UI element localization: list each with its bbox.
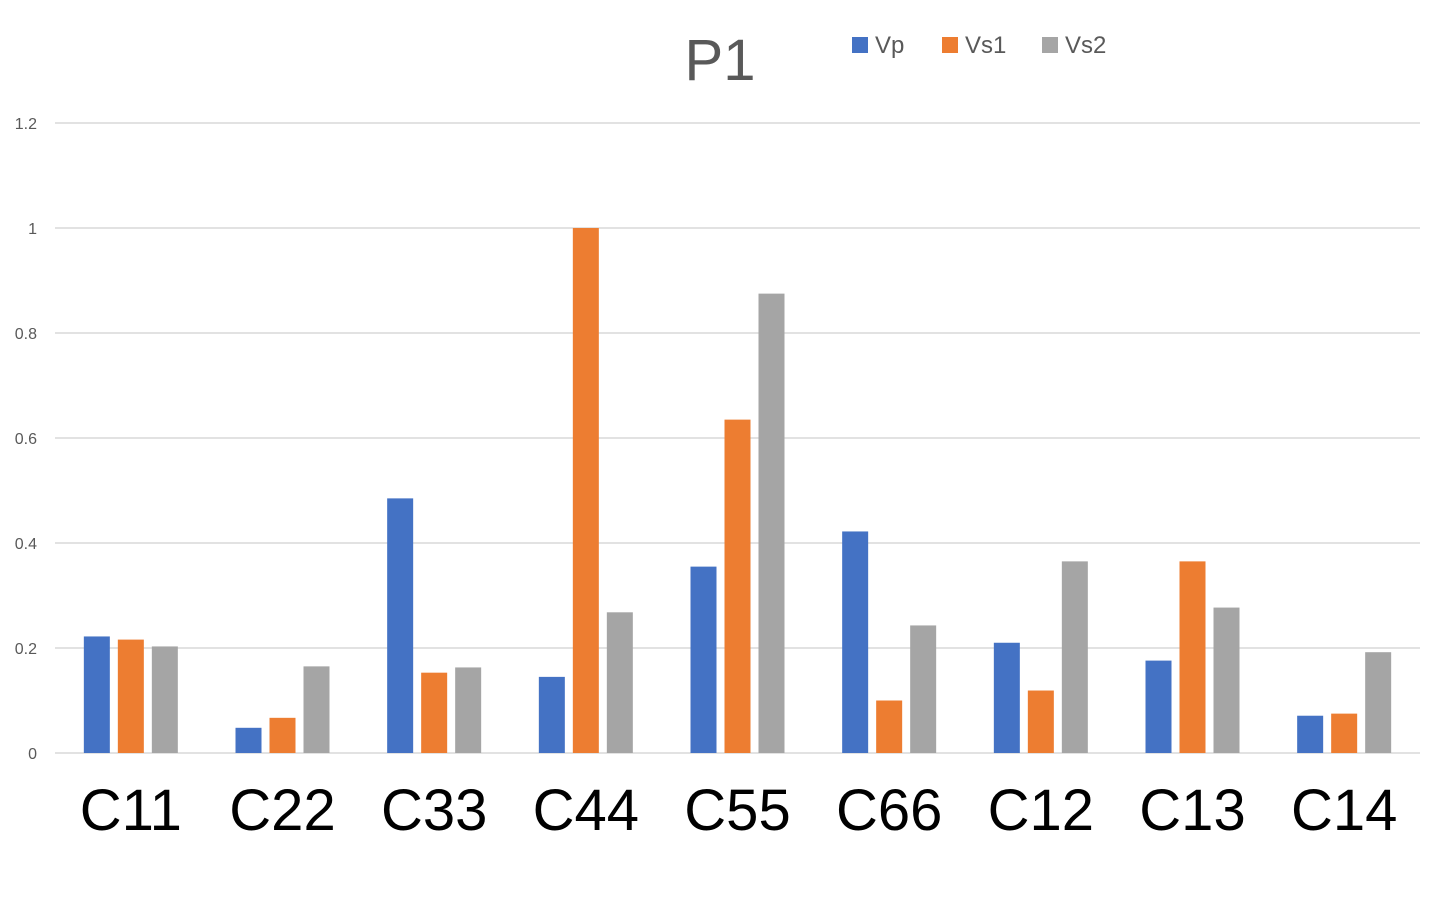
bar-vp-c11 xyxy=(83,636,110,753)
bar-vs2-c13 xyxy=(1213,607,1240,753)
x-tick-label: C13 xyxy=(1139,778,1245,843)
bar-vs2-c55 xyxy=(758,293,785,753)
x-tick-label: C55 xyxy=(684,778,790,843)
bar-vs2-c44 xyxy=(606,612,633,753)
bars xyxy=(83,228,1392,753)
bar-vs2-c11 xyxy=(151,646,178,753)
bar-vp-c55 xyxy=(690,566,717,753)
x-tick-label: C11 xyxy=(80,778,182,843)
bar-vs2-c22 xyxy=(303,666,330,753)
bar-vp-c13 xyxy=(1145,660,1172,753)
y-tick-label: 0.2 xyxy=(15,641,37,658)
bar-vp-c12 xyxy=(993,642,1020,753)
bar-vs1-c44 xyxy=(572,228,599,753)
bar-vs1-c22 xyxy=(269,717,296,753)
bar-vs2-c66 xyxy=(910,625,937,753)
bar-vp-c44 xyxy=(538,676,565,753)
bar-vs1-c55 xyxy=(724,419,751,753)
legend-swatch-vs2 xyxy=(1042,37,1058,53)
y-tick-label: 1 xyxy=(28,221,37,238)
x-tick-label: C33 xyxy=(381,778,487,843)
bar-vs1-c33 xyxy=(421,672,448,753)
bar-vs2-c14 xyxy=(1365,652,1392,753)
legend-label-vs2: Vs2 xyxy=(1065,32,1106,59)
bar-vs2-c12 xyxy=(1061,561,1088,753)
bar-vs1-c14 xyxy=(1331,713,1358,753)
x-tick-label: C12 xyxy=(988,778,1094,843)
bar-vp-c22 xyxy=(235,727,262,753)
x-tick-label: C66 xyxy=(836,778,942,843)
y-axis-ticks: 0 0.2 0.4 0.6 0.8 1 1.2 xyxy=(15,116,37,763)
legend-swatch-vp xyxy=(852,37,868,53)
legend-label-vp: Vp xyxy=(875,32,904,59)
bar-vs2-c33 xyxy=(455,667,482,753)
y-tick-label: 0.4 xyxy=(15,536,37,553)
chart-title: P1 xyxy=(685,28,756,93)
bar-vs1-c66 xyxy=(876,700,903,753)
bar-vs1-c11 xyxy=(117,639,144,753)
x-tick-label: C44 xyxy=(533,778,639,843)
y-tick-label: 0.8 xyxy=(15,326,37,343)
x-tick-label: C14 xyxy=(1291,778,1397,843)
bar-vp-c33 xyxy=(387,498,414,753)
bar-vp-c66 xyxy=(842,531,869,753)
x-axis-ticks: C11 C22 C33 C44 C55 C66 C12 C13 C14 xyxy=(80,778,1398,843)
x-tick-label: C22 xyxy=(229,778,335,843)
bar-vp-c14 xyxy=(1297,715,1324,753)
y-tick-label: 0.6 xyxy=(15,431,37,448)
bar-vs1-c13 xyxy=(1179,561,1206,753)
y-tick-label: 1.2 xyxy=(15,116,37,133)
y-tick-label: 0 xyxy=(28,746,37,763)
legend-swatch-vs1 xyxy=(942,37,958,53)
legend: Vp Vs1 Vs2 xyxy=(852,32,1106,59)
legend-label-vs1: Vs1 xyxy=(965,32,1006,59)
bar-vs1-c12 xyxy=(1027,690,1054,753)
